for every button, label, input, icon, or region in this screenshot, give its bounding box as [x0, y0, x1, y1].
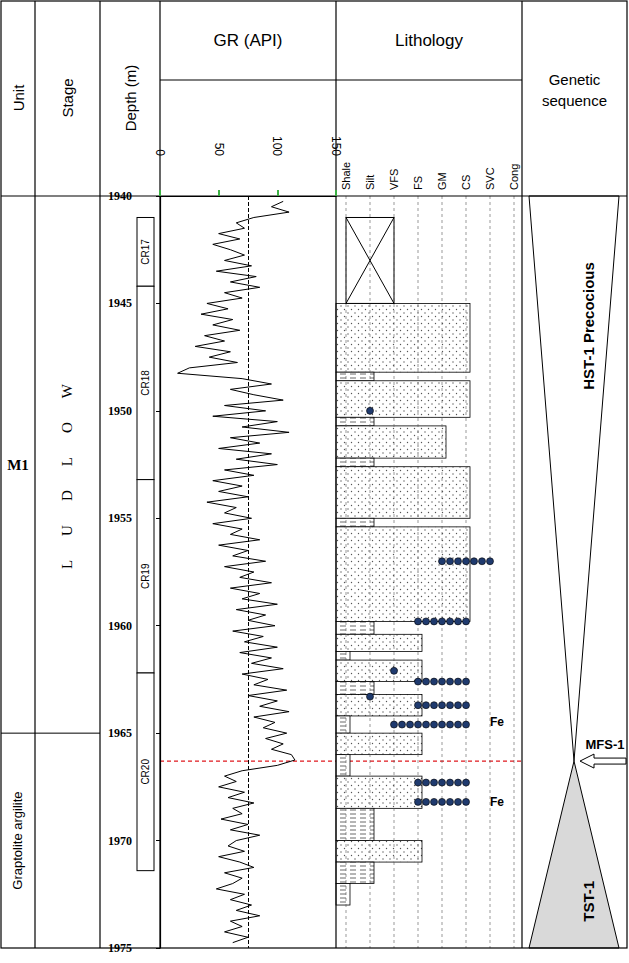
svg-text:CR20: CR20 — [140, 759, 151, 785]
svg-text:GM: GM — [436, 172, 448, 190]
svg-text:sequence: sequence — [542, 92, 607, 109]
svg-text:CS: CS — [460, 175, 472, 190]
svg-text:Unit: Unit — [10, 84, 27, 112]
svg-text:1960: 1960 — [108, 619, 132, 633]
svg-text:M1: M1 — [7, 457, 29, 473]
svg-text:Fe: Fe — [490, 795, 504, 809]
svg-text:LUDLOW: LUDLOW — [59, 360, 75, 569]
svg-text:FS: FS — [412, 176, 424, 190]
svg-text:Shale: Shale — [340, 162, 352, 190]
svg-text:150: 150 — [329, 136, 343, 156]
svg-text:Stage: Stage — [59, 78, 76, 117]
svg-text:1955: 1955 — [108, 511, 132, 525]
svg-text:Graptolite argilite: Graptolite argilite — [11, 791, 26, 889]
svg-text:VFS: VFS — [388, 169, 400, 190]
svg-text:0: 0 — [153, 149, 167, 156]
svg-text:Fe: Fe — [490, 715, 504, 729]
svg-text:Lithology: Lithology — [395, 31, 464, 50]
svg-text:100: 100 — [270, 136, 284, 156]
svg-text:1950: 1950 — [108, 404, 132, 418]
svg-text:GR (API): GR (API) — [214, 31, 283, 50]
svg-text:SVC: SVC — [484, 167, 496, 190]
svg-text:CR18: CR18 — [140, 370, 151, 396]
svg-text:HST-1 Precocious: HST-1 Precocious — [581, 262, 598, 390]
svg-text:1965: 1965 — [108, 726, 132, 740]
svg-text:Cong: Cong — [508, 164, 520, 190]
svg-text:1975: 1975 — [108, 941, 132, 955]
svg-text:Depth (m): Depth (m) — [122, 65, 139, 132]
svg-text:Genetic: Genetic — [549, 71, 601, 88]
svg-text:50: 50 — [212, 143, 226, 157]
svg-text:CR17: CR17 — [140, 239, 151, 265]
svg-text:CR19: CR19 — [140, 563, 151, 589]
svg-text:1940: 1940 — [108, 189, 132, 203]
svg-text:1945: 1945 — [108, 296, 132, 310]
svg-text:Silt: Silt — [364, 175, 376, 190]
svg-text:MFS-1: MFS-1 — [586, 737, 625, 752]
svg-text:TST-1: TST-1 — [581, 881, 598, 922]
svg-text:1970: 1970 — [108, 834, 132, 848]
